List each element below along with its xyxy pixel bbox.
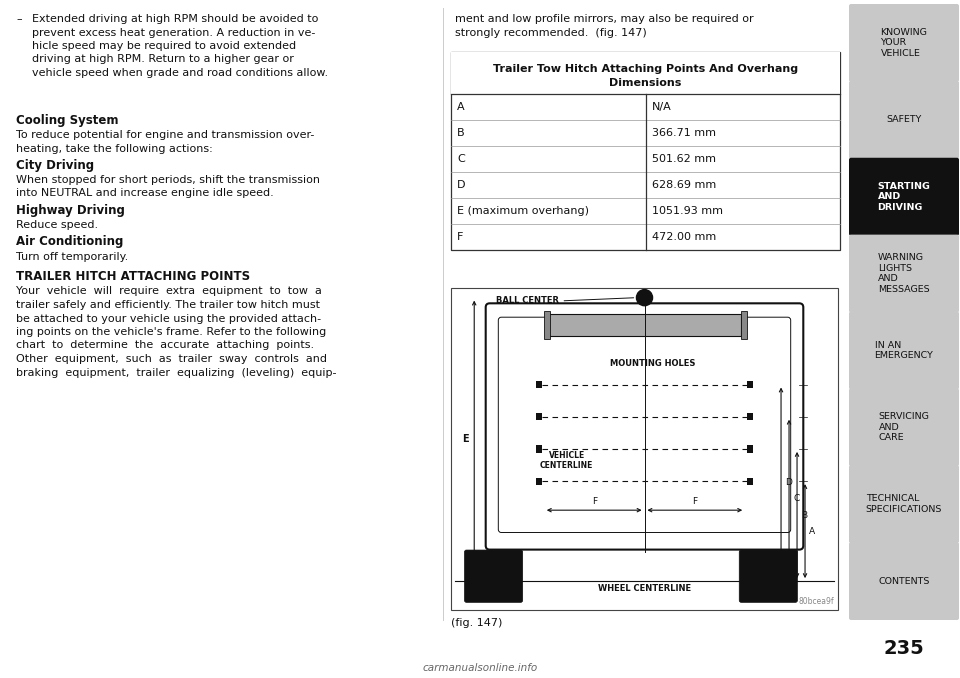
FancyBboxPatch shape xyxy=(849,542,959,620)
Circle shape xyxy=(636,290,653,306)
Text: Reduce speed.: Reduce speed. xyxy=(16,220,98,230)
Text: chart  to  determine  the  accurate  attaching  points.: chart to determine the accurate attachin… xyxy=(16,340,314,351)
FancyBboxPatch shape xyxy=(498,317,791,532)
Text: 628.69 mm: 628.69 mm xyxy=(652,180,716,190)
Text: F: F xyxy=(692,497,697,506)
FancyBboxPatch shape xyxy=(739,550,798,602)
FancyBboxPatch shape xyxy=(465,550,522,602)
Text: Other  equipment,  such  as  trailer  sway  controls  and: Other equipment, such as trailer sway co… xyxy=(16,354,327,364)
Text: E: E xyxy=(463,435,469,444)
Text: N/A: N/A xyxy=(652,102,671,112)
Text: A: A xyxy=(457,102,465,112)
Text: Highway Driving: Highway Driving xyxy=(16,204,125,217)
Bar xyxy=(451,52,840,94)
Text: carmanualsonline.info: carmanualsonline.info xyxy=(422,663,538,673)
Text: driving at high RPM. Return to a higher gear or: driving at high RPM. Return to a higher … xyxy=(32,54,294,64)
FancyBboxPatch shape xyxy=(849,311,959,389)
FancyBboxPatch shape xyxy=(849,158,959,236)
Text: WARNING
LIGHTS
AND
MESSAGES: WARNING LIGHTS AND MESSAGES xyxy=(878,254,930,294)
FancyBboxPatch shape xyxy=(486,303,804,550)
Bar xyxy=(451,288,838,610)
Text: CONTENTS: CONTENTS xyxy=(878,576,929,586)
Bar xyxy=(536,381,542,388)
Text: C: C xyxy=(457,154,465,164)
Text: STARTING
AND
DRIVING: STARTING AND DRIVING xyxy=(877,182,930,212)
Text: Cooling System: Cooling System xyxy=(16,114,118,127)
Bar xyxy=(747,478,753,485)
Text: D: D xyxy=(457,180,466,190)
Bar xyxy=(543,311,550,339)
Text: Your  vehicle  will  require  extra  equipment  to  tow  a: Your vehicle will require extra equipmen… xyxy=(16,287,322,296)
Bar xyxy=(747,381,753,388)
Text: SERVICING
AND
CARE: SERVICING AND CARE xyxy=(878,412,929,442)
Text: C: C xyxy=(793,494,800,503)
FancyBboxPatch shape xyxy=(849,81,959,159)
Bar xyxy=(741,311,747,339)
Text: IN AN
EMERGENCY: IN AN EMERGENCY xyxy=(875,341,933,360)
Text: F: F xyxy=(591,497,597,506)
Bar xyxy=(747,414,753,420)
Text: Air Conditioning: Air Conditioning xyxy=(16,235,124,249)
Text: –: – xyxy=(16,14,22,24)
Text: TECHNICAL
SPECIFICATIONS: TECHNICAL SPECIFICATIONS xyxy=(866,494,942,514)
Text: 366.71 mm: 366.71 mm xyxy=(652,128,715,138)
Bar xyxy=(747,445,753,452)
Text: KNOWING
YOUR
VEHICLE: KNOWING YOUR VEHICLE xyxy=(880,28,927,58)
Text: braking  equipment,  trailer  equalizing  (leveling)  equip-: braking equipment, trailer equalizing (l… xyxy=(16,367,337,378)
Bar xyxy=(536,478,542,485)
Text: 501.62 mm: 501.62 mm xyxy=(652,154,715,164)
Text: trailer safely and efficiently. The trailer tow hitch must: trailer safely and efficiently. The trai… xyxy=(16,300,320,310)
Text: D: D xyxy=(785,478,792,487)
Text: heating, take the following actions:: heating, take the following actions: xyxy=(16,144,213,153)
Bar xyxy=(536,414,542,420)
Text: B: B xyxy=(801,511,807,519)
Text: 235: 235 xyxy=(883,639,924,658)
Bar xyxy=(548,314,741,336)
Text: Extended driving at high RPM should be avoided to: Extended driving at high RPM should be a… xyxy=(32,14,319,24)
Text: 80bcea9f: 80bcea9f xyxy=(799,597,834,606)
FancyBboxPatch shape xyxy=(849,465,959,543)
Text: A: A xyxy=(809,527,815,536)
Bar xyxy=(536,445,542,452)
Text: E (maximum overhang): E (maximum overhang) xyxy=(457,206,589,216)
Text: ment and low profile mirrors, may also be required or: ment and low profile mirrors, may also b… xyxy=(455,14,754,24)
Text: (fig. 147): (fig. 147) xyxy=(451,618,502,628)
Text: F: F xyxy=(457,232,464,242)
Text: To reduce potential for engine and transmission over-: To reduce potential for engine and trans… xyxy=(16,130,314,140)
Text: hicle speed may be required to avoid extended: hicle speed may be required to avoid ext… xyxy=(32,41,296,51)
Text: B: B xyxy=(457,128,465,138)
Text: 1051.93 mm: 1051.93 mm xyxy=(652,206,723,216)
Text: VEHICLE
CENTERLINE: VEHICLE CENTERLINE xyxy=(540,451,593,471)
Text: 472.00 mm: 472.00 mm xyxy=(652,232,716,242)
Text: When stopped for short periods, shift the transmission: When stopped for short periods, shift th… xyxy=(16,175,320,185)
Text: Trailer Tow Hitch Attaching Points And Overhang: Trailer Tow Hitch Attaching Points And O… xyxy=(492,64,798,74)
FancyBboxPatch shape xyxy=(849,4,959,82)
Text: prevent excess heat generation. A reduction in ve-: prevent excess heat generation. A reduct… xyxy=(32,28,316,37)
Text: Turn off temporarily.: Turn off temporarily. xyxy=(16,252,129,262)
Text: MOUNTING HOLES: MOUNTING HOLES xyxy=(610,359,695,369)
Text: vehicle speed when grade and road conditions allow.: vehicle speed when grade and road condit… xyxy=(32,68,328,78)
Text: TRAILER HITCH ATTACHING POINTS: TRAILER HITCH ATTACHING POINTS xyxy=(16,269,251,283)
Text: Dimensions: Dimensions xyxy=(610,78,682,88)
FancyBboxPatch shape xyxy=(849,388,959,466)
Text: strongly recommended.  (fig. 147): strongly recommended. (fig. 147) xyxy=(455,28,647,37)
Text: ing points on the vehicle's frame. Refer to the following: ing points on the vehicle's frame. Refer… xyxy=(16,327,326,337)
FancyBboxPatch shape xyxy=(849,235,959,313)
Text: WHEEL CENTERLINE: WHEEL CENTERLINE xyxy=(598,584,691,593)
Text: SAFETY: SAFETY xyxy=(886,115,922,124)
Bar xyxy=(451,52,840,250)
Text: BALL CENTER: BALL CENTER xyxy=(496,296,560,305)
Text: into NEUTRAL and increase engine idle speed.: into NEUTRAL and increase engine idle sp… xyxy=(16,188,274,199)
Text: be attached to your vehicle using the provided attach-: be attached to your vehicle using the pr… xyxy=(16,313,322,323)
Text: City Driving: City Driving xyxy=(16,159,94,172)
